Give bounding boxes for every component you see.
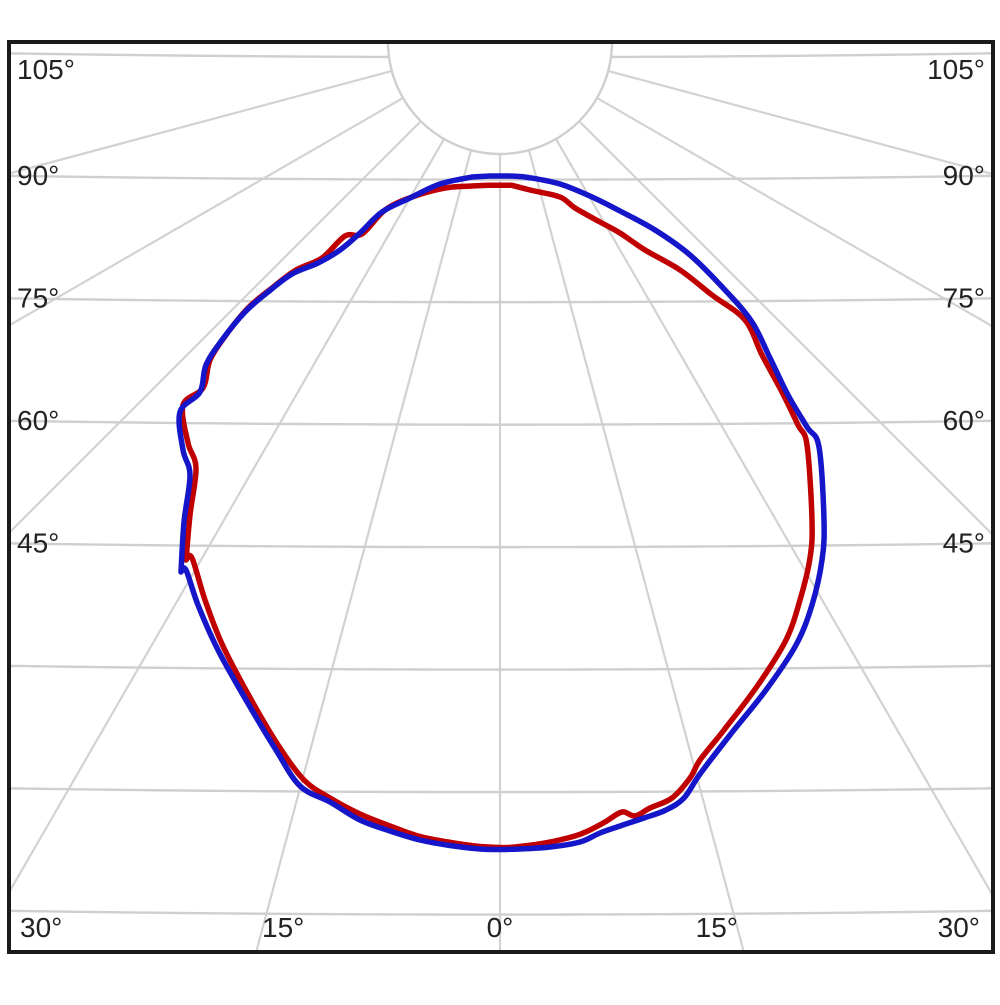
svg-text:30°: 30° — [20, 912, 62, 943]
svg-text:75°: 75° — [17, 282, 59, 313]
svg-text:15°: 15° — [262, 912, 304, 943]
svg-text:45°: 45° — [17, 527, 59, 558]
svg-text:60°: 60° — [17, 405, 59, 436]
svg-text:75°: 75° — [943, 282, 985, 313]
svg-text:90°: 90° — [943, 160, 985, 191]
svg-text:30°: 30° — [938, 912, 980, 943]
svg-text:90°: 90° — [17, 160, 59, 191]
svg-text:0°: 0° — [487, 912, 514, 943]
svg-text:105°: 105° — [927, 54, 985, 85]
svg-text:15°: 15° — [696, 912, 738, 943]
svg-text:45°: 45° — [943, 527, 985, 558]
svg-text:105°: 105° — [17, 54, 75, 85]
svg-text:60°: 60° — [943, 405, 985, 436]
